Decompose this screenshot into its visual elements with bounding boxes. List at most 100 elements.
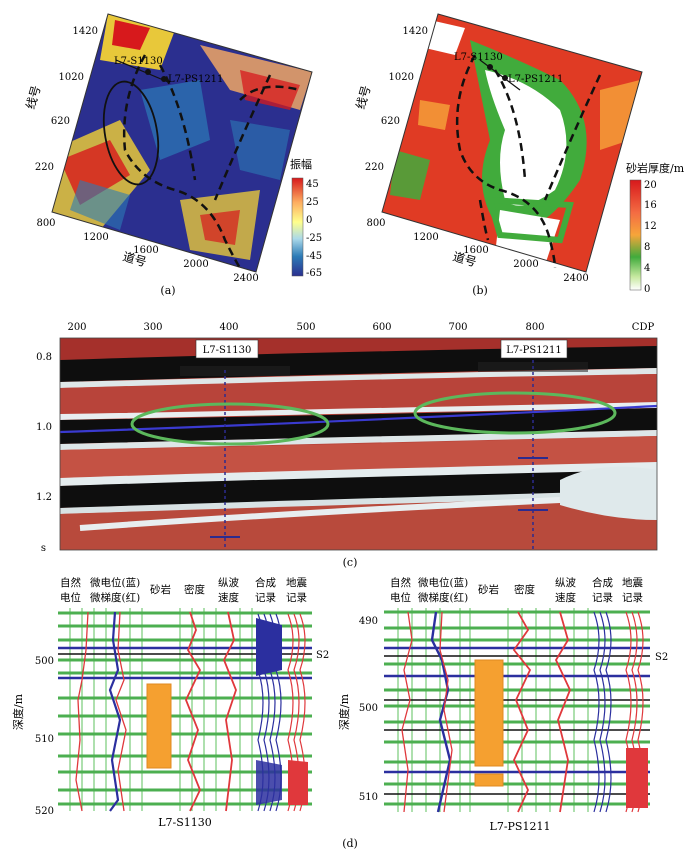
- depth-axis-label: 深度/m: [11, 693, 25, 730]
- column-header: 合成: [592, 576, 613, 589]
- well-marker: [487, 64, 493, 70]
- depth-tick: 490: [359, 616, 378, 627]
- log-column-headers: 自然 电位 微电位(蓝) 微梯度(红) 砂岩 密度 纵波 速度 合成 记录 地震…: [390, 576, 643, 604]
- column-header: 记录: [255, 592, 276, 604]
- cdp-tick: 400: [219, 322, 238, 333]
- anomaly-highlight: [130, 402, 330, 446]
- column-header: 密度: [184, 583, 205, 596]
- column-header: 地震: [286, 576, 307, 589]
- colorbar-ticks: 20 16 12 8 4 0: [644, 180, 657, 295]
- channel-boundary-dashed: [158, 64, 197, 181]
- trace-tick: 1200: [413, 232, 438, 243]
- colorbar-tick: 45: [306, 179, 319, 190]
- well-label-1: L7-S1130: [203, 345, 252, 356]
- depth-tick: 500: [35, 656, 54, 667]
- sandstone-interval: [146, 683, 172, 769]
- column-header: 自然: [390, 576, 411, 589]
- panel-a: L7-S1130 L7-PS1211 1420 1020 620 220 线号 …: [23, 13, 322, 297]
- column-header: 速度: [555, 591, 576, 604]
- trace-tick: 2400: [233, 273, 258, 284]
- channel-boundary-dashed: [239, 85, 301, 101]
- legend-title: 砂岩厚度/m: [626, 161, 685, 175]
- colorbar: [629, 179, 642, 291]
- colorbar-tick: 8: [644, 242, 650, 253]
- line-axis-ticks: 1420 1020 620 220: [365, 26, 428, 173]
- colorbar-tick: -65: [306, 268, 322, 279]
- column-header: 砂岩: [150, 583, 171, 596]
- depth-tick: 520: [35, 806, 54, 817]
- trace-tick: 2400: [563, 273, 588, 284]
- trace-tick: 2000: [183, 259, 208, 270]
- column-header: 微电位(蓝): [418, 576, 468, 589]
- line-tick: 220: [365, 162, 384, 173]
- depth-tick: 510: [35, 734, 54, 745]
- well-marker: [145, 69, 151, 75]
- column-header: 速度: [218, 591, 239, 604]
- channel-boundary-dashed: [543, 74, 602, 201]
- panel-d-left: 自然 电位 微电位(蓝) 微梯度(红) 砂岩 密度 纵波 速度 合成 记录 地震…: [11, 576, 329, 829]
- well-marker: [161, 76, 167, 82]
- well-tie-line: [115, 59, 169, 83]
- channel-boundary-dashed: [122, 54, 242, 269]
- column-header: 纵波: [555, 576, 576, 589]
- line-tick: 620: [51, 116, 70, 127]
- well-name: L7-S1130: [158, 816, 212, 829]
- well-label-2: L7-PS1211: [168, 74, 223, 85]
- column-header: 纵波: [218, 576, 239, 589]
- line-tick: 1020: [59, 72, 84, 83]
- channel-boundary-dashed: [478, 199, 490, 241]
- horizon-marker: S2: [655, 652, 668, 663]
- depth-tick: 500: [359, 703, 378, 714]
- well-name: L7-PS1211: [490, 820, 551, 833]
- colorbar-tick: 4: [644, 263, 650, 274]
- anomaly-highlight: [413, 391, 617, 435]
- depth-axis-label: 深度/m: [337, 693, 351, 730]
- legend-title: 振幅: [290, 157, 312, 171]
- well-label-box: [195, 339, 259, 359]
- panel-caption: (d): [342, 837, 358, 850]
- cdp-axis-label: CDP: [632, 322, 655, 333]
- cdp-tick: 600: [372, 322, 391, 333]
- colorbar-tick: -25: [306, 233, 322, 244]
- panel-b: L7-S1130 L7-PS1211 1420 1020 620 220 线号 …: [353, 13, 685, 297]
- line-tick: 220: [35, 162, 54, 173]
- trace-axis-label: 道号: [121, 249, 148, 269]
- cdp-tick: 300: [143, 322, 162, 333]
- colorbar-ticks: 45 25 0 -25 -45 -65: [306, 179, 322, 279]
- log-column-headers: 自然 电位 微电位(蓝) 微梯度(红) 砂岩 密度 纵波 速度 合成 记录 地震…: [60, 576, 307, 604]
- column-header: 自然: [60, 576, 81, 589]
- line-tick: 1420: [73, 26, 98, 37]
- well-marker: [502, 75, 508, 81]
- panel-caption: (b): [472, 284, 488, 297]
- sand-body-outline: [102, 80, 160, 186]
- column-header: 微电位(蓝): [90, 576, 140, 589]
- colorbar: [291, 177, 304, 277]
- map-frame: [381, 13, 643, 273]
- horizon-marker: S2: [316, 650, 329, 661]
- column-header: 合成: [255, 576, 276, 589]
- column-header: 记录: [622, 592, 643, 604]
- channel-boundary-dashed: [213, 74, 272, 201]
- cdp-axis-ticks: 200 300 400 500 600 700 800 CDP: [67, 322, 654, 333]
- colorbar-tick: 0: [644, 284, 650, 295]
- column-header: 密度: [514, 583, 535, 596]
- panel-caption: (c): [343, 556, 358, 569]
- time-axis-ticks: 0.8 1.0 1.2 s: [36, 352, 52, 554]
- sandstone-interval: [474, 773, 504, 787]
- well-label-box: [500, 339, 568, 359]
- panel-d-right: 自然 电位 微电位(蓝) 微梯度(红) 砂岩 密度 纵波 速度 合成 记录 地震…: [337, 576, 668, 833]
- trace-tick: 1600: [133, 245, 158, 256]
- column-header: 记录: [592, 592, 613, 604]
- column-header: 砂岩: [478, 583, 499, 596]
- cdp-tick: 200: [67, 322, 86, 333]
- colorbar-tick: 12: [644, 221, 657, 232]
- line-axis-ticks: 1420 1020 620 220: [35, 26, 98, 173]
- column-header: 微梯度(红): [90, 591, 140, 604]
- colorbar-tick: 0: [306, 215, 312, 226]
- cdp-tick: 800: [525, 322, 544, 333]
- trace-tick: 1200: [83, 232, 108, 243]
- time-unit: s: [41, 543, 46, 554]
- trace-tick: 800: [36, 218, 55, 229]
- well-label-2: L7-PS1211: [508, 74, 563, 85]
